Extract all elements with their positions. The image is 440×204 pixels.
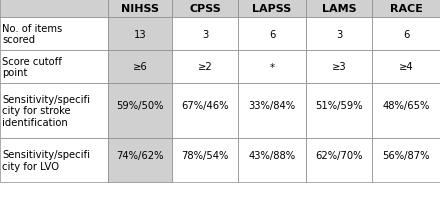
Bar: [108, 0, 172, 18]
Bar: [0, 138, 108, 182]
Bar: [0, 84, 108, 138]
Bar: [0, 18, 108, 51]
Bar: [372, 51, 440, 84]
Bar: [238, 18, 306, 51]
Text: 62%/70%: 62%/70%: [315, 150, 363, 160]
Bar: [372, 18, 440, 51]
Bar: [306, 138, 372, 182]
Text: NIHSS: NIHSS: [121, 4, 159, 14]
Bar: [108, 138, 172, 182]
Bar: [172, 84, 238, 138]
Bar: [372, 138, 440, 182]
Text: 51%/59%: 51%/59%: [315, 101, 363, 111]
Text: LAPSS: LAPSS: [253, 4, 292, 14]
Bar: [306, 0, 372, 18]
Text: 78%/54%: 78%/54%: [181, 150, 229, 160]
Text: 74%/62%: 74%/62%: [116, 150, 164, 160]
Text: 56%/87%: 56%/87%: [382, 150, 430, 160]
Text: Sensitivity/specifi
city for LVO: Sensitivity/specifi city for LVO: [2, 150, 90, 171]
Text: RACE: RACE: [389, 4, 422, 14]
Text: 33%/84%: 33%/84%: [249, 101, 296, 111]
Bar: [108, 51, 172, 84]
Bar: [238, 0, 306, 18]
Bar: [306, 51, 372, 84]
Text: 13: 13: [134, 29, 147, 39]
Text: 6: 6: [269, 29, 275, 39]
Text: *: *: [269, 62, 275, 72]
Text: Score cutoff
point: Score cutoff point: [2, 57, 62, 78]
Text: 48%/65%: 48%/65%: [382, 101, 430, 111]
Bar: [172, 0, 238, 18]
Text: LAMS: LAMS: [322, 4, 356, 14]
Bar: [306, 84, 372, 138]
Bar: [108, 18, 172, 51]
Bar: [172, 138, 238, 182]
Bar: [0, 0, 108, 18]
Bar: [372, 0, 440, 18]
Text: 43%/88%: 43%/88%: [249, 150, 296, 160]
Bar: [372, 84, 440, 138]
Text: No. of items
scored: No. of items scored: [2, 24, 62, 45]
Text: CPSS: CPSS: [189, 4, 221, 14]
Text: ≥4: ≥4: [399, 62, 413, 72]
Text: 6: 6: [403, 29, 409, 39]
Text: 59%/50%: 59%/50%: [116, 101, 164, 111]
Bar: [238, 138, 306, 182]
Bar: [306, 18, 372, 51]
Text: Sensitivity/specifi
city for stroke
identification: Sensitivity/specifi city for stroke iden…: [2, 94, 90, 128]
Bar: [0, 51, 108, 84]
Text: 3: 3: [336, 29, 342, 39]
Text: ≥2: ≥2: [198, 62, 213, 72]
Bar: [238, 84, 306, 138]
Text: 3: 3: [202, 29, 208, 39]
Text: 67%/46%: 67%/46%: [181, 101, 229, 111]
Bar: [108, 84, 172, 138]
Bar: [172, 18, 238, 51]
Text: ≥3: ≥3: [332, 62, 346, 72]
Text: ≥6: ≥6: [132, 62, 147, 72]
Bar: [238, 51, 306, 84]
Bar: [172, 51, 238, 84]
